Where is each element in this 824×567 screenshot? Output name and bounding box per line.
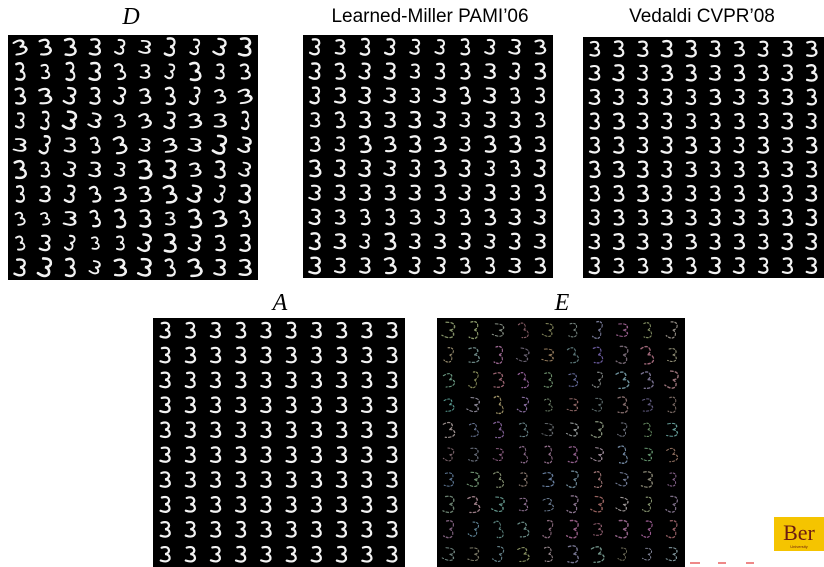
logo-text: Ber: [783, 520, 815, 545]
logo-subtext: University: [790, 544, 808, 549]
panel-title: A: [271, 290, 288, 316]
digit-grids: [8, 35, 824, 567]
panel-title: Vedaldi CVPR’08: [629, 6, 775, 27]
slide: D Learned-Miller PAMI’06 Vedaldi CVPR’08…: [0, 0, 824, 567]
panel-title: Learned-Miller PAMI’06: [331, 6, 528, 27]
panel-title: D: [121, 4, 139, 30]
panel-title: E: [554, 290, 570, 316]
digit-panel: [437, 318, 685, 567]
page: D Learned-Miller PAMI’06 Vedaldi CVPR’08…: [0, 0, 824, 567]
